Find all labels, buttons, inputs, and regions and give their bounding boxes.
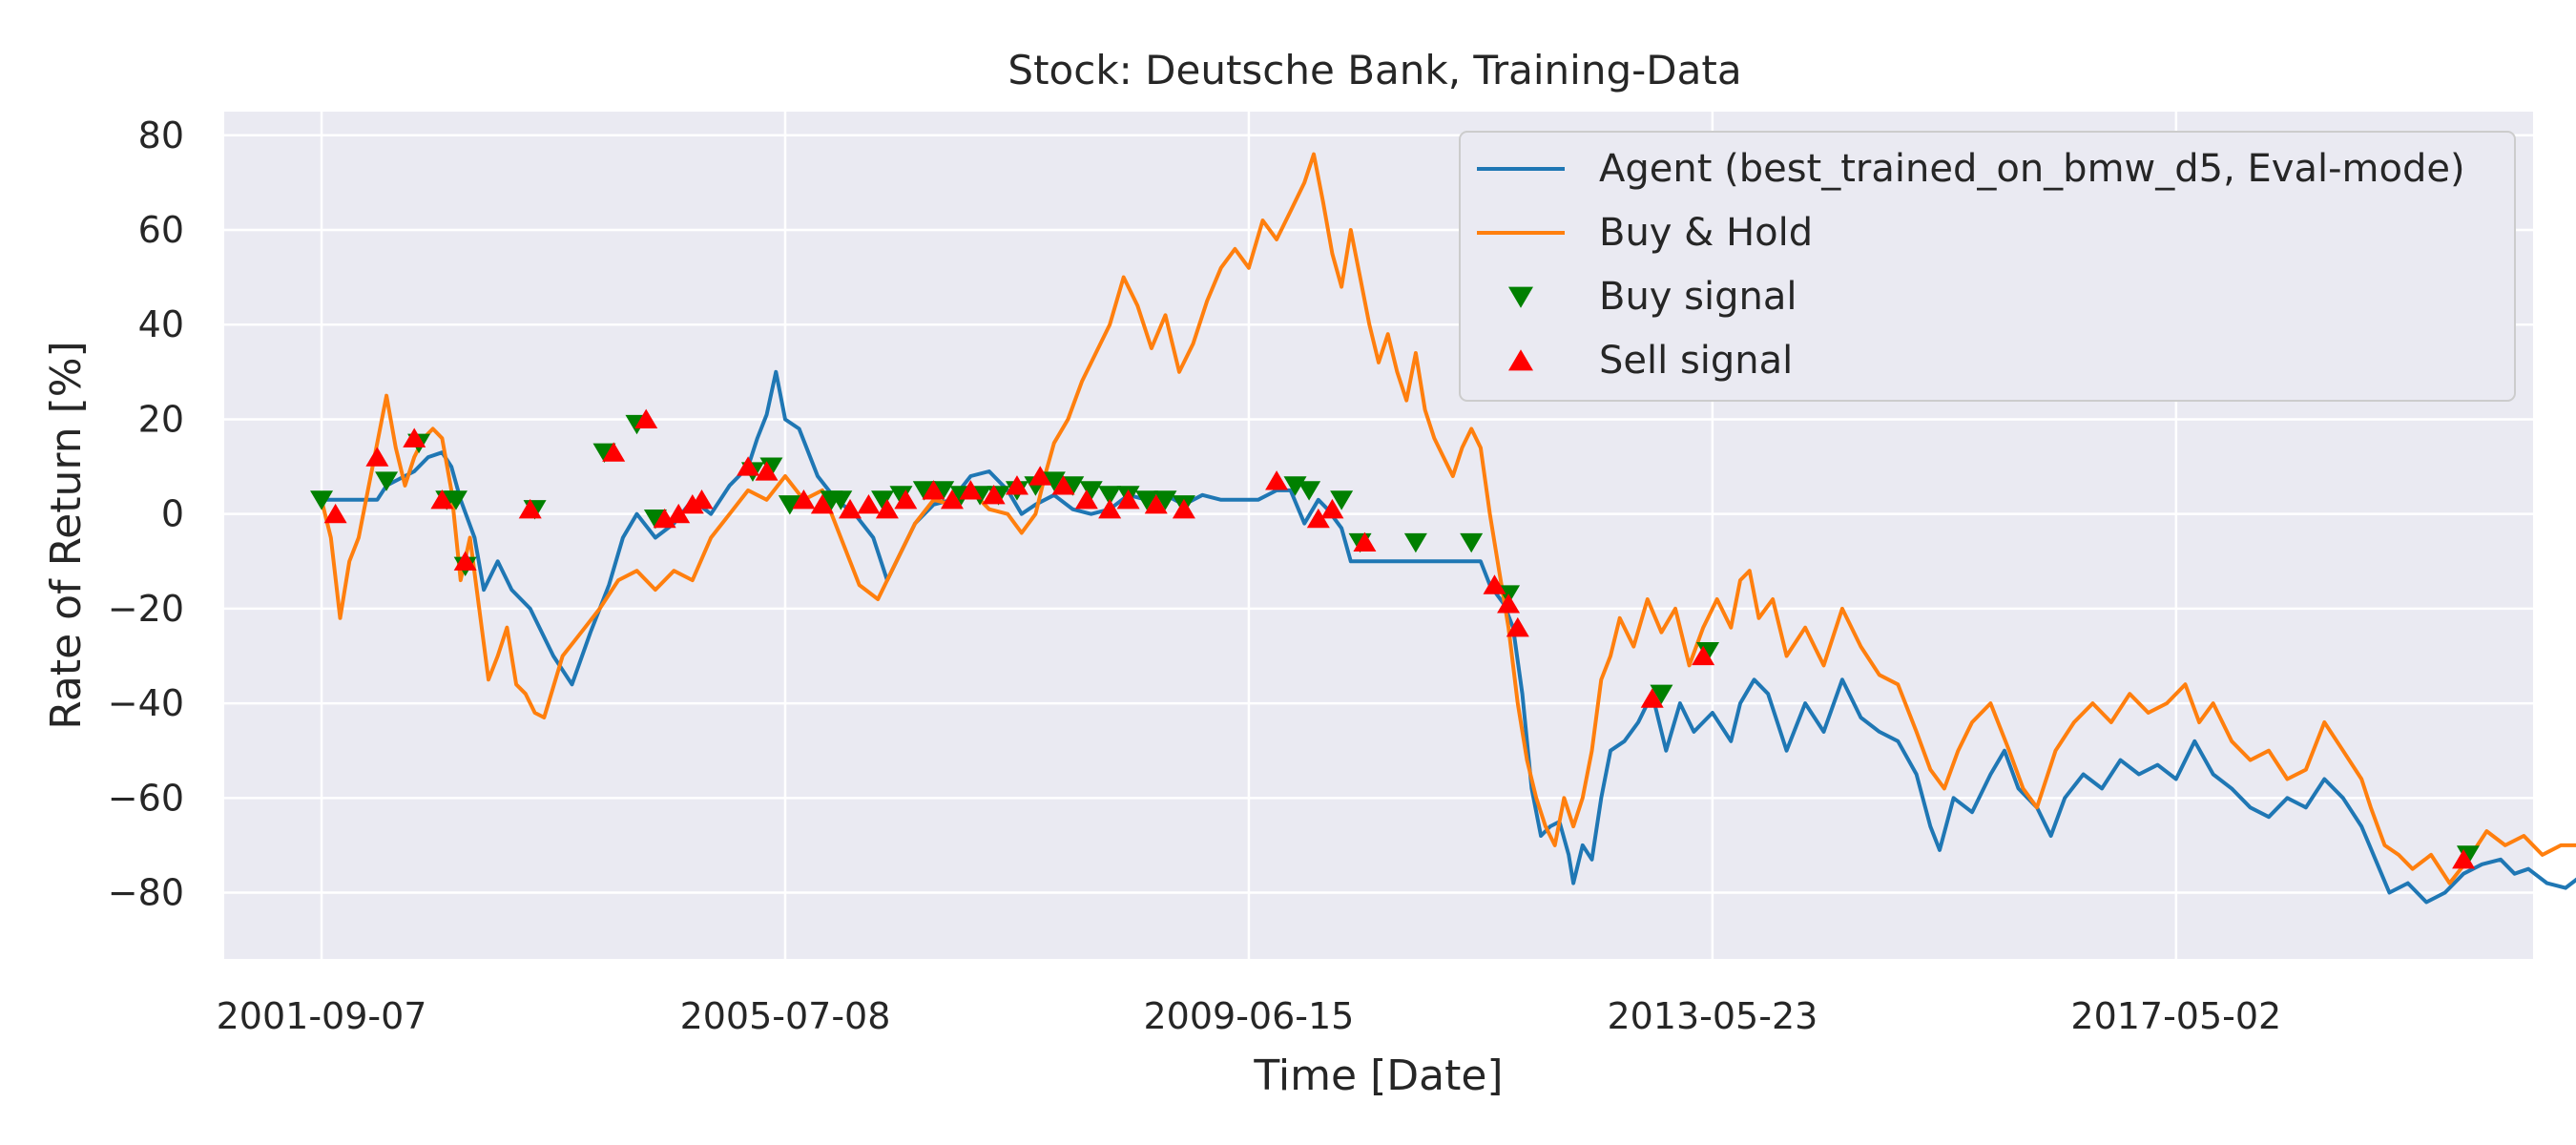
legend-label: Agent (best_trained_on_bmw_d5, Eval-mode…: [1599, 147, 2465, 191]
buy-signal-marker: [1330, 490, 1354, 510]
buy-signal-marker: [444, 490, 467, 510]
sell-signal-marker: [1172, 498, 1195, 519]
sell-signal-marker: [894, 489, 918, 510]
sell-signal-marker: [1098, 498, 1122, 519]
buy-signal-marker: [1153, 490, 1177, 510]
sell-signal-marker: [737, 456, 760, 476]
sell-signal-marker: [2452, 849, 2476, 869]
buy-signal-marker: [759, 457, 783, 477]
sell-signal-marker: [365, 447, 389, 467]
sell-signal-marker: [940, 489, 964, 510]
sell-signal-marker: [1265, 470, 1289, 490]
sell-signal-marker: [810, 493, 834, 514]
buy-signal-marker: [375, 471, 399, 491]
y-tick-label: −80: [108, 872, 184, 914]
buy-signal-marker: [1135, 490, 1159, 510]
sell-signal-marker: [1692, 645, 1715, 666]
sell-signal-marker: [602, 442, 626, 462]
sell-signal-marker: [1116, 489, 1140, 510]
sell-signal-marker: [959, 480, 983, 500]
y-axis-ticks: −80 −60 −40 −20 0 20 40 60 80: [108, 114, 184, 914]
buy-signal-marker: [829, 490, 853, 510]
sell-signal-marker: [875, 498, 899, 519]
sell-signal-marker: [1483, 574, 1506, 594]
buy-signal-marker: [1696, 641, 1720, 662]
buy-signal-marker: [1061, 476, 1085, 496]
buy-signal-marker: [310, 490, 334, 510]
sell-signal-marker: [1051, 475, 1075, 495]
series-line: [320, 152, 2576, 885]
sell-signal-marker: [982, 485, 1006, 505]
sell-signal-marker: [403, 427, 426, 448]
x-tick-label: 2001-09-07: [217, 995, 427, 1037]
buy-signal-marker: [2456, 845, 2480, 865]
sell-signal-marker: [755, 461, 779, 481]
buy-signal-marker: [1079, 481, 1103, 501]
sell-signal-marker: [1497, 593, 1521, 614]
y-axis-label: Rate of Return [%]: [42, 341, 91, 729]
buy-signal-marker: [592, 443, 616, 463]
sell-signal-marker: [839, 498, 862, 519]
y-tick-label: 60: [138, 209, 184, 251]
buy-signal-marker: [1650, 684, 1673, 704]
sell-signal-marker: [1320, 498, 1344, 519]
legend-label: Buy & Hold: [1599, 211, 1813, 255]
buy-signal-marker: [931, 481, 955, 501]
legend-label: Buy signal: [1599, 275, 1797, 319]
buy-signal-marker: [1298, 481, 1321, 501]
signal-markers: [310, 408, 2480, 869]
sell-signal-marker: [1028, 466, 1052, 486]
x-tick-label: 2013-05-23: [1607, 995, 1818, 1037]
x-tick-label: 2009-06-15: [1144, 995, 1355, 1037]
sell-signal-marker: [518, 498, 542, 519]
x-tick-label: 2017-05-02: [2070, 995, 2281, 1037]
y-tick-label: 40: [138, 303, 184, 345]
y-tick-label: 80: [138, 114, 184, 156]
sell-signal-marker: [323, 503, 347, 524]
sell-signal-marker: [667, 503, 691, 524]
sell-signal-marker: [1074, 489, 1098, 510]
sell-signal-marker: [1640, 688, 1664, 708]
buy-signal-marker: [889, 486, 913, 506]
sell-signal-marker: [430, 489, 454, 510]
sell-signal-marker: [1506, 616, 1529, 637]
y-tick-label: 20: [138, 398, 184, 440]
y-tick-label: −20: [108, 588, 184, 630]
series-lines: [320, 152, 2576, 905]
buy-signal-marker: [778, 495, 801, 515]
sell-signal-marker: [690, 489, 714, 510]
x-tick-label: 2005-07-08: [680, 995, 891, 1037]
y-tick-label: 0: [161, 493, 184, 535]
sell-signal-marker: [453, 551, 477, 571]
sell-signal-marker: [1306, 508, 1330, 529]
buy-signal-marker: [1042, 471, 1066, 491]
legend-box: [1459, 131, 2516, 402]
legend-label: Sell signal: [1599, 339, 1793, 383]
x-axis-ticks: 2001-09-07 2005-07-08 2009-06-15 2013-05-23…: [217, 995, 2282, 1037]
buy-signal-marker: [1460, 532, 1484, 553]
legend: Agent (best_trained_on_bmw_d5, Eval-mode…: [1459, 131, 2516, 402]
chart-title: Stock: Deutsche Bank, Training-Data: [1008, 47, 1741, 94]
legend-marker-swatch: [1508, 286, 1533, 308]
sell-signal-marker: [1353, 531, 1377, 552]
x-axis-label: Time [Date]: [1253, 1051, 1503, 1100]
buy-signal-marker: [912, 481, 936, 501]
sell-signal-marker: [922, 480, 945, 500]
sell-signal-marker: [1005, 475, 1028, 495]
buy-signal-marker: [1098, 486, 1122, 506]
sell-signal-marker: [792, 489, 816, 510]
buy-signal-marker: [643, 510, 667, 530]
y-tick-label: −60: [108, 777, 184, 819]
sell-signal-marker: [634, 408, 658, 429]
series-line: [320, 369, 2576, 905]
y-tick-label: −40: [108, 682, 184, 724]
legend-marker-swatch: [1508, 349, 1533, 371]
buy-signal-marker: [871, 490, 895, 510]
buy-signal-marker: [1403, 532, 1427, 553]
sell-signal-marker: [1144, 493, 1168, 514]
sell-signal-marker: [857, 493, 881, 514]
